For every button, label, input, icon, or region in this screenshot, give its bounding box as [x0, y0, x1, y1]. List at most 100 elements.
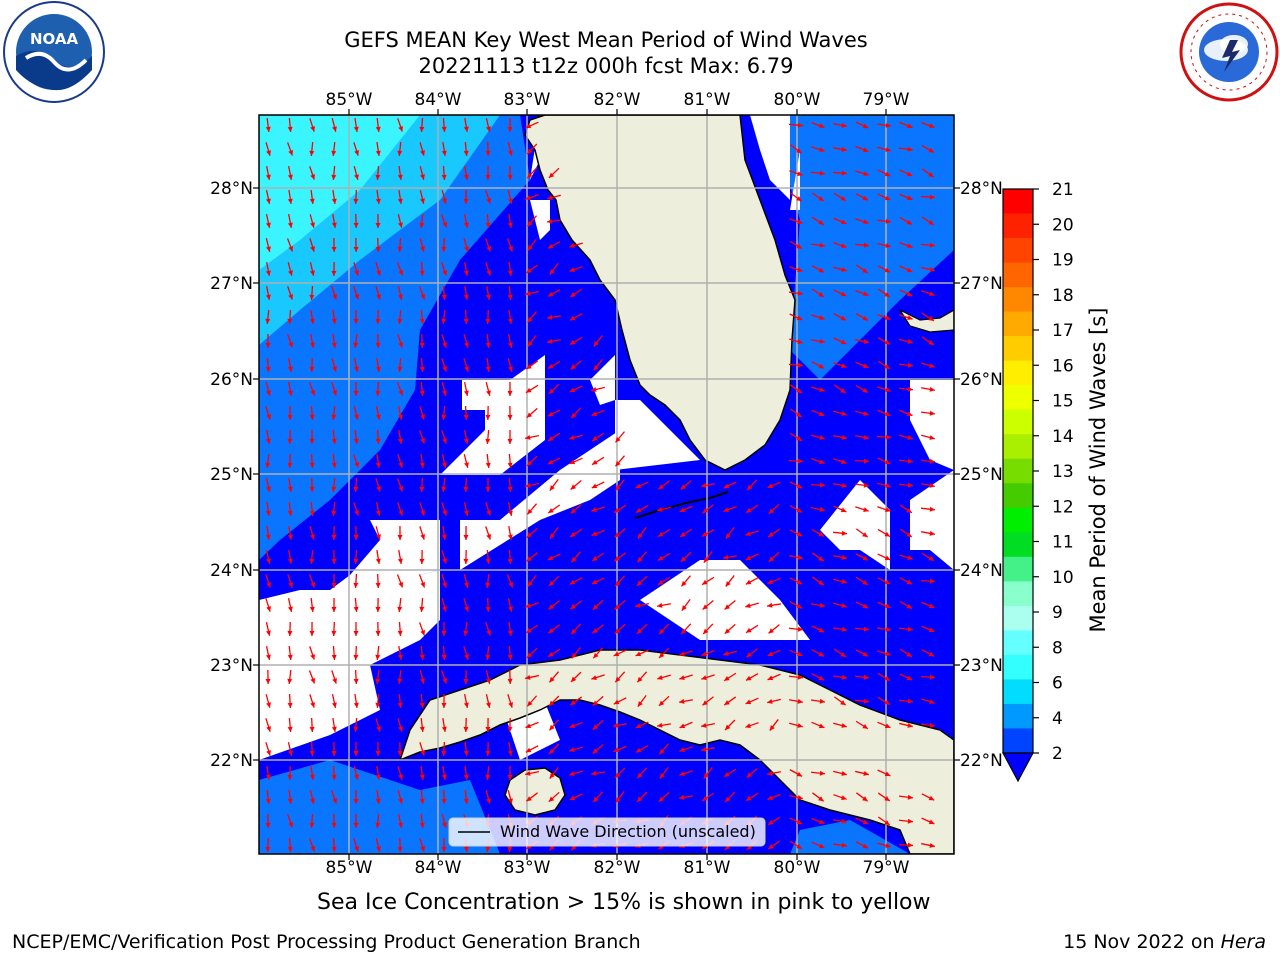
wind-wave-arrow	[507, 334, 513, 348]
wind-wave-arrow	[788, 674, 804, 680]
wind-wave-arrow	[833, 192, 847, 202]
wind-wave-arrow	[331, 549, 337, 565]
wind-wave-arrow	[549, 767, 559, 779]
wind-wave-arrow	[680, 479, 692, 491]
wind-wave-arrow	[592, 624, 604, 634]
wind-wave-arrow	[877, 528, 891, 538]
wind-wave-arrow	[658, 647, 670, 659]
colorbar-segment	[1003, 507, 1033, 533]
wind-wave-arrow	[419, 333, 425, 349]
wind-wave-arrow	[703, 767, 713, 779]
lon-label-top: 83°W	[504, 90, 551, 110]
wind-wave-arrow	[507, 165, 513, 181]
wind-wave-arrow	[832, 818, 848, 824]
wind-wave-arrow	[526, 527, 538, 539]
colorbar-tick-label: 15	[1052, 392, 1074, 412]
wind-wave-arrow	[745, 504, 759, 514]
wind-wave-arrow	[548, 743, 560, 755]
wind-wave-arrow	[265, 309, 271, 325]
wind-wave-arrow	[463, 382, 469, 396]
wind-wave-arrow	[525, 674, 539, 680]
wind-wave-arrow	[397, 693, 403, 709]
colorbar-tick-label: 21	[1052, 180, 1074, 200]
wind-wave-arrow	[614, 767, 626, 779]
lon-label-top: 82°W	[594, 90, 641, 110]
wind-wave-arrow	[419, 142, 425, 156]
wind-wave-arrow	[811, 192, 825, 202]
wind-wave-arrow	[746, 648, 758, 658]
wind-wave-arrow	[463, 741, 469, 757]
wind-wave-arrow	[397, 549, 403, 565]
footer-machine: Hera	[1220, 931, 1266, 953]
lat-label-left: 22°N	[210, 751, 253, 771]
wind-wave-arrow	[745, 553, 759, 561]
wind-wave-arrow	[507, 117, 513, 133]
wind-wave-arrow	[331, 813, 337, 829]
wind-wave-arrow	[569, 528, 583, 538]
wind-wave-arrow	[921, 312, 935, 322]
lat-label-left: 24°N	[210, 561, 253, 581]
wind-wave-arrow	[833, 337, 847, 345]
wind-wave-arrow	[810, 770, 826, 776]
wind-wave-arrow	[569, 336, 583, 346]
land-bahamas	[898, 308, 954, 333]
wind-wave-arrow	[548, 671, 560, 683]
wind-wave-arrow	[485, 790, 491, 804]
wind-wave-arrow	[832, 842, 848, 848]
wind-wave-arrow	[308, 382, 316, 396]
wind-wave-arrow	[854, 674, 870, 680]
wind-wave-arrow	[507, 142, 513, 156]
wind-wave-arrow	[899, 289, 913, 297]
colorbar-segment	[1003, 532, 1033, 558]
lon-label-top: 85°W	[326, 90, 373, 110]
wind-wave-arrow	[331, 694, 337, 708]
wind-wave-arrow	[265, 742, 271, 756]
colorbar-label: Mean Period of Wind Waves [s]	[1086, 307, 1110, 633]
wind-wave-arrow	[635, 649, 649, 657]
wind-wave-arrow	[681, 598, 691, 612]
wind-wave-arrow	[485, 333, 491, 349]
wind-wave-arrow	[287, 166, 293, 180]
wind-wave-arrow	[309, 214, 315, 228]
wind-wave-arrow	[701, 792, 715, 802]
wind-wave-arrow	[855, 338, 869, 344]
wind-wave-arrow	[353, 597, 359, 613]
wind-wave-arrow	[789, 384, 803, 394]
wind-wave-arrow	[546, 338, 562, 344]
wind-wave-arrow	[833, 648, 847, 658]
wind-wave-arrow	[920, 386, 936, 392]
wind-wave-arrow	[353, 525, 359, 541]
wind-wave-arrow	[613, 745, 627, 753]
wind-wave-arrow	[920, 242, 936, 248]
wind-wave-arrow	[463, 309, 469, 325]
nws-logo	[1179, 2, 1279, 102]
wind-wave-arrow	[549, 479, 559, 491]
wind-wave-arrow	[331, 261, 337, 277]
wind-wave-arrow	[331, 213, 337, 229]
wind-wave-arrow	[569, 577, 583, 585]
wind-wave-arrow	[419, 190, 425, 204]
colorbar-segment	[1003, 336, 1033, 362]
wind-wave-arrow	[463, 598, 469, 612]
colorbar-segment	[1003, 630, 1033, 656]
wind-wave-arrow	[463, 189, 469, 205]
wind-wave-arrow	[921, 336, 935, 346]
wind-wave-arrow	[833, 458, 847, 465]
wind-wave-arrow	[484, 238, 492, 252]
wind-wave-arrow	[811, 673, 825, 681]
wind-wave-arrow	[265, 622, 271, 636]
colorbar-tick-label: 18	[1052, 286, 1074, 306]
wind-wave-arrow	[745, 530, 759, 536]
wind-wave-arrow	[591, 481, 605, 489]
colorbar-tick-label: 6	[1052, 674, 1063, 694]
wind-wave-arrow	[526, 407, 538, 419]
wind-wave-arrow	[397, 645, 403, 661]
wind-wave-arrow	[702, 623, 714, 635]
wind-wave-arrow	[441, 670, 448, 684]
wind-wave-arrow	[353, 813, 359, 829]
wind-wave-arrow	[832, 530, 848, 536]
ocean-layer-atlantic	[750, 115, 954, 380]
colorbar-tick-label: 20	[1052, 215, 1074, 235]
wind-wave-arrow	[463, 214, 469, 228]
wind-wave-arrow	[569, 313, 583, 321]
